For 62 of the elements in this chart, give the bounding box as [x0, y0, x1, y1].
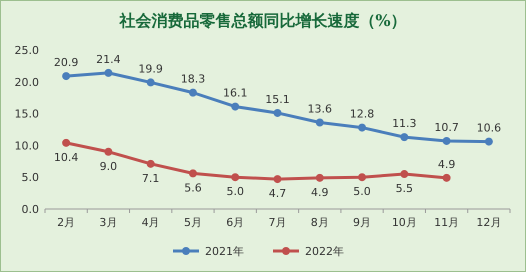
point: [316, 118, 324, 127]
point: [62, 72, 70, 80]
x-tick-label: 3月: [99, 216, 118, 229]
point: [274, 175, 282, 184]
data-label: 12.8: [350, 108, 374, 121]
data-label: 9.0: [100, 160, 118, 173]
point: [188, 88, 197, 97]
point: [104, 148, 112, 156]
y-tick-label: 0.0: [22, 203, 39, 216]
data-label: 20.9: [54, 56, 78, 70]
point: [316, 174, 324, 182]
x-tick-label: 12月: [476, 216, 502, 229]
x-tick-label: 5月: [184, 216, 202, 229]
data-label: 4.9: [438, 158, 456, 171]
data-label: 5.5: [396, 182, 414, 196]
x-tick-label: 9月: [353, 216, 372, 229]
data-label: 15.1: [265, 92, 290, 106]
point: [274, 108, 282, 117]
y-tick-label: 5.0: [22, 171, 39, 184]
point: [442, 174, 451, 182]
point: [442, 136, 451, 145]
data-label: 13.6: [308, 102, 332, 116]
point: [484, 138, 493, 146]
data-label: 5.6: [184, 181, 202, 194]
legend-label: 2022年: [305, 245, 344, 258]
data-label: 11.3: [392, 117, 417, 130]
point: [231, 173, 240, 182]
data-label: 4.9: [311, 186, 329, 199]
point: [146, 160, 155, 168]
point: [400, 133, 408, 142]
x-tick-label: 2月: [57, 216, 76, 229]
point: [188, 169, 197, 178]
data-label: 18.3: [180, 72, 206, 86]
point: [358, 124, 366, 132]
data-label: 10.4: [54, 150, 78, 164]
point: [146, 78, 155, 86]
point: [358, 173, 366, 182]
x-tick-label: 10月: [392, 216, 417, 229]
x-tick-label: 7月: [268, 216, 286, 229]
x-tick-label: 4月: [142, 216, 160, 229]
data-label: 10.6: [476, 122, 502, 135]
data-label: 19.9: [138, 62, 163, 76]
data-label: 5.0: [226, 185, 244, 198]
point: [62, 138, 70, 147]
data-label: 21.4: [96, 52, 121, 66]
legend-label: 2021年: [205, 245, 244, 258]
data-label: 10.7: [434, 120, 459, 134]
point: [104, 68, 112, 77]
data-label: 4.7: [268, 187, 286, 200]
x-tick-label: 8月: [310, 216, 329, 229]
data-label: 5.0: [353, 185, 371, 198]
data-label: 16.1: [222, 86, 248, 100]
y-tick-label: 10.0: [14, 139, 39, 152]
point: [231, 102, 240, 111]
data-label: 7.1: [142, 172, 160, 185]
y-tick-label: 25.0: [14, 44, 39, 57]
y-tick-label: 15.0: [14, 108, 39, 121]
point: [400, 170, 408, 178]
chart-title: 社会消费品零售总额同比增长速度（%）: [118, 11, 407, 30]
x-tick-label: 6月: [226, 216, 244, 229]
x-tick-label: 11月: [434, 216, 460, 229]
y-tick-label: 20.0: [14, 76, 39, 89]
